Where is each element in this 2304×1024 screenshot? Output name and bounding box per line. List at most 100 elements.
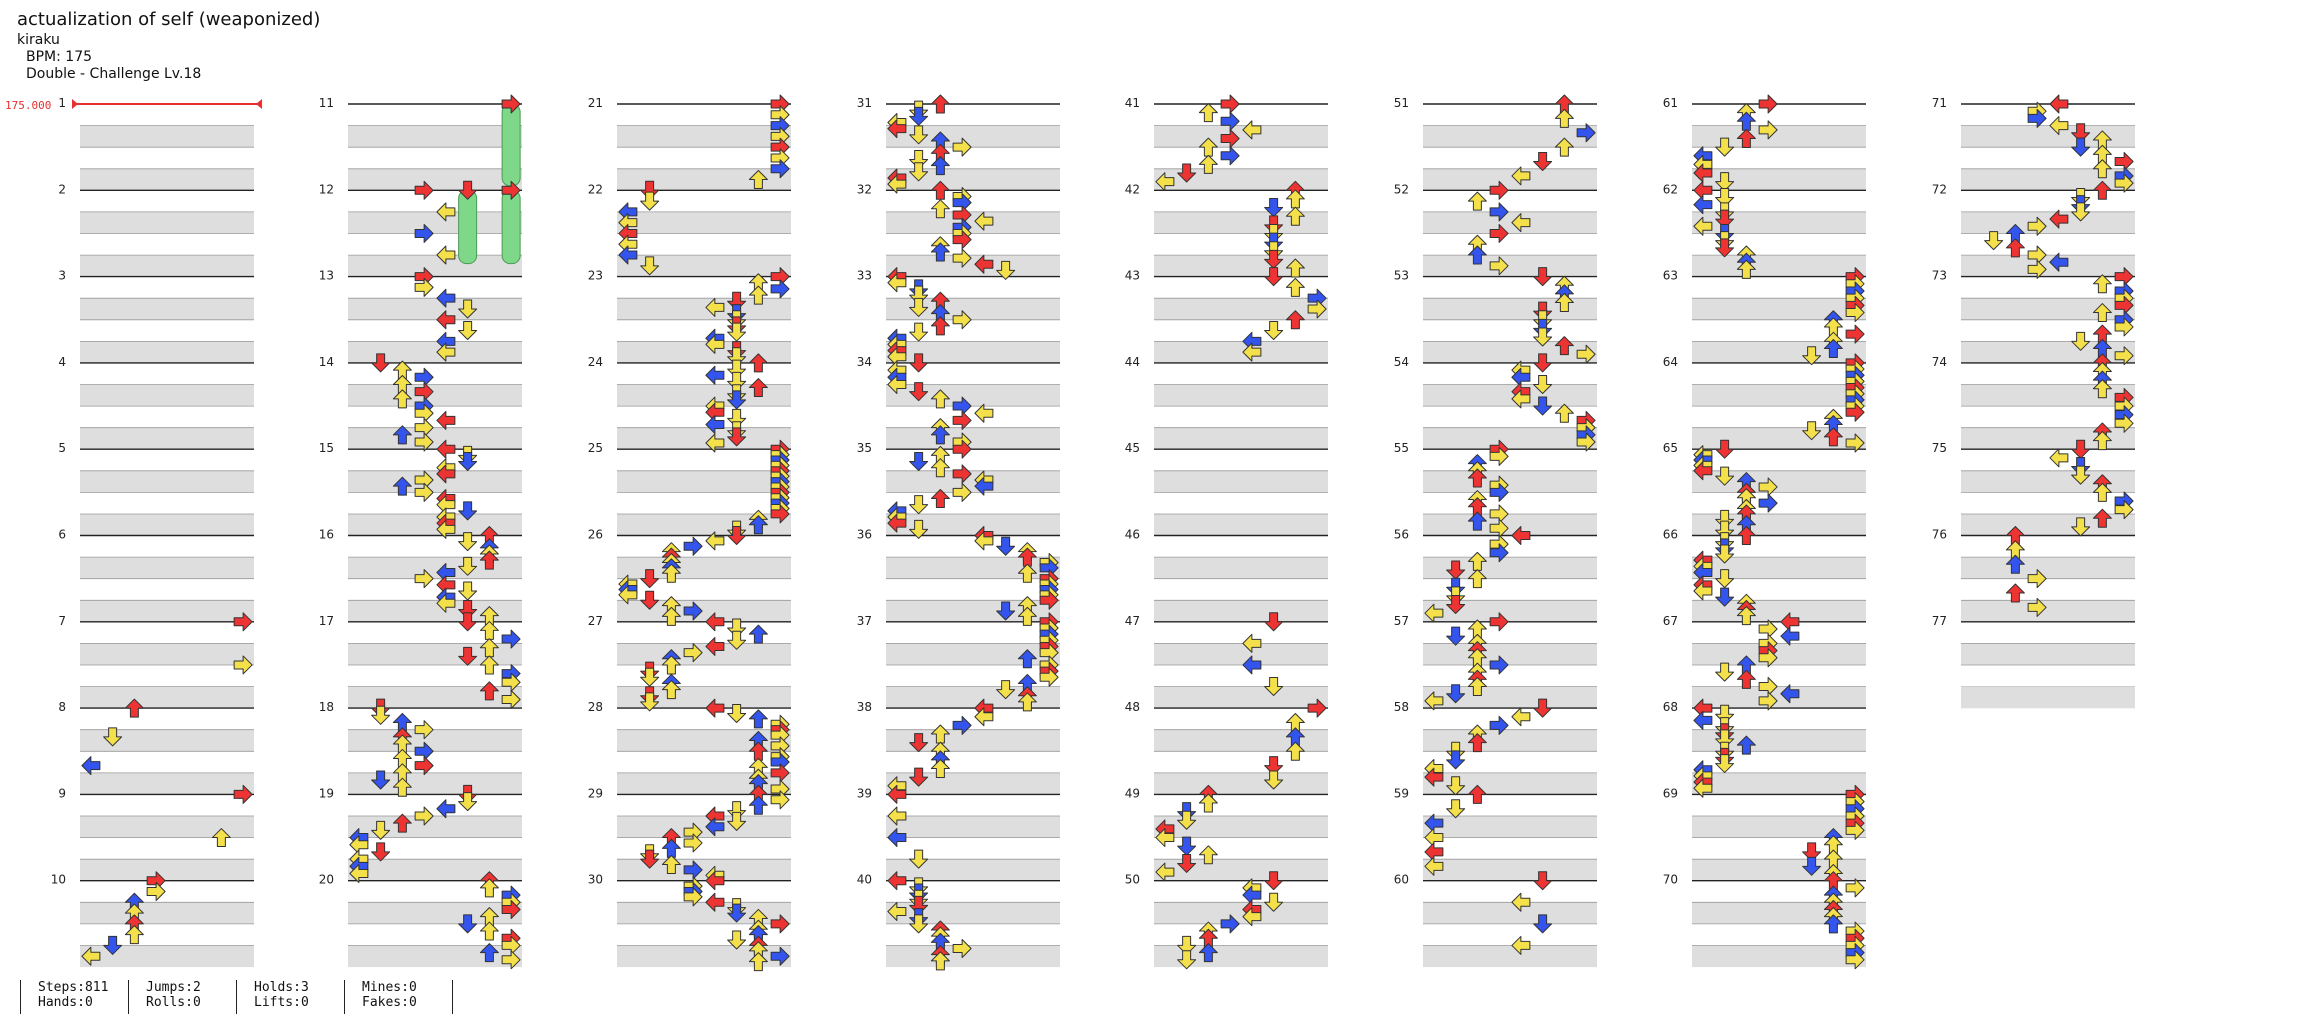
beat-band — [348, 211, 522, 234]
measure-number: 54 — [1394, 355, 1409, 369]
beat-band — [886, 816, 1060, 838]
beat-band — [1154, 255, 1328, 277]
measure-number: 24 — [588, 355, 603, 369]
measure-number: 37 — [857, 614, 872, 628]
measure-number: 60 — [1394, 873, 1409, 887]
beat-band — [1154, 686, 1328, 709]
beat-band — [1154, 125, 1328, 148]
beat-band — [1692, 643, 1866, 665]
down-arrow-icon — [1446, 626, 1466, 646]
hold-bar-icon — [501, 103, 521, 187]
measure-number: 25 — [588, 441, 603, 455]
left-arrow-icon — [2049, 94, 2069, 114]
down-arrow-icon — [640, 191, 660, 211]
beat-band — [80, 298, 254, 320]
measure-number: 32 — [857, 182, 872, 196]
measure-number: 28 — [588, 700, 603, 714]
measure-number: 11 — [319, 96, 334, 110]
beat-band — [886, 427, 1060, 450]
beat-band — [348, 643, 522, 665]
beat-band — [348, 816, 522, 838]
measure-number: 27 — [588, 614, 603, 628]
right-arrow-icon — [1758, 493, 1778, 513]
beat-band — [1692, 686, 1866, 709]
beat-band — [348, 514, 522, 536]
beat-band — [1692, 859, 1866, 881]
beat-band — [617, 945, 791, 968]
beat-band — [1961, 514, 2135, 536]
beat-band — [1423, 557, 1597, 579]
measure-number: 22 — [588, 182, 603, 196]
down-arrow-icon — [371, 842, 391, 862]
measure-number: 58 — [1394, 700, 1409, 714]
beat-band — [886, 772, 1060, 795]
beat-band — [1692, 902, 1866, 924]
measure-number: 10 — [51, 873, 66, 887]
measure-number: 2 — [58, 182, 66, 196]
hold-bar-icon — [458, 189, 478, 265]
measure-number: 31 — [857, 96, 872, 110]
beat-band — [886, 125, 1060, 148]
beat-band — [348, 125, 522, 148]
up-arrow-icon — [479, 921, 499, 941]
left-arrow-icon — [436, 410, 456, 430]
beat-band — [1692, 427, 1866, 450]
measure-number: 56 — [1394, 528, 1409, 542]
beat-band — [1423, 427, 1597, 450]
right-arrow-icon — [414, 756, 434, 776]
beat-band — [886, 859, 1060, 881]
beat-band — [1154, 816, 1328, 838]
beat-band — [80, 255, 254, 277]
beat-band — [1154, 168, 1328, 191]
step-chart: 1234567891011121314151617181920212223242… — [51, 94, 2135, 972]
beat-band — [348, 298, 522, 320]
beat-band — [348, 470, 522, 493]
up-arrow-icon — [1554, 108, 1574, 128]
measure-number: 26 — [588, 528, 603, 542]
beat-band — [80, 643, 254, 665]
beat-band — [348, 902, 522, 924]
beat-band — [1423, 772, 1597, 795]
measure-number: 71 — [1932, 96, 1947, 110]
beat-band — [1961, 600, 2135, 622]
beat-band — [1423, 384, 1597, 407]
measure-number: 12 — [319, 182, 334, 196]
beat-band — [80, 686, 254, 709]
beat-band — [348, 384, 522, 407]
beat-band — [1154, 211, 1328, 234]
beat-band — [80, 945, 254, 968]
measure-number: 18 — [319, 700, 334, 714]
up-arrow-icon — [1285, 189, 1305, 209]
measure-number: 68 — [1663, 700, 1678, 714]
beat-band — [80, 470, 254, 493]
beat-band — [1423, 729, 1597, 752]
beat-band — [617, 298, 791, 320]
beat-band — [80, 729, 254, 752]
measure-number: 66 — [1663, 528, 1678, 542]
measure-number: 67 — [1663, 614, 1678, 628]
right-arrow-icon — [683, 536, 703, 556]
measure-number: 75 — [1932, 441, 1947, 455]
beat-band — [886, 514, 1060, 536]
measure-number: 62 — [1663, 182, 1678, 196]
beat-band — [617, 168, 791, 191]
measure-number: 49 — [1125, 786, 1140, 800]
up-arrow-icon — [748, 709, 768, 729]
measure-number: 64 — [1663, 355, 1678, 369]
beat-band — [617, 902, 791, 924]
measure-number: 15 — [319, 441, 334, 455]
beat-band — [1154, 298, 1328, 320]
beat-band — [1692, 255, 1866, 277]
beat-band — [1692, 168, 1866, 191]
stat-mines: Mines:0 — [362, 980, 417, 995]
beat-band — [1692, 384, 1866, 407]
beat-band — [1961, 211, 2135, 234]
beat-band — [80, 902, 254, 924]
stats-group-holds: Holds:3 Lifts:0 — [254, 980, 309, 1010]
measure-number: 72 — [1932, 182, 1947, 196]
up-arrow-icon — [661, 838, 681, 858]
beat-band — [1423, 125, 1597, 148]
beat-band — [348, 729, 522, 752]
beat-band — [617, 557, 791, 579]
beat-band — [1423, 686, 1597, 709]
